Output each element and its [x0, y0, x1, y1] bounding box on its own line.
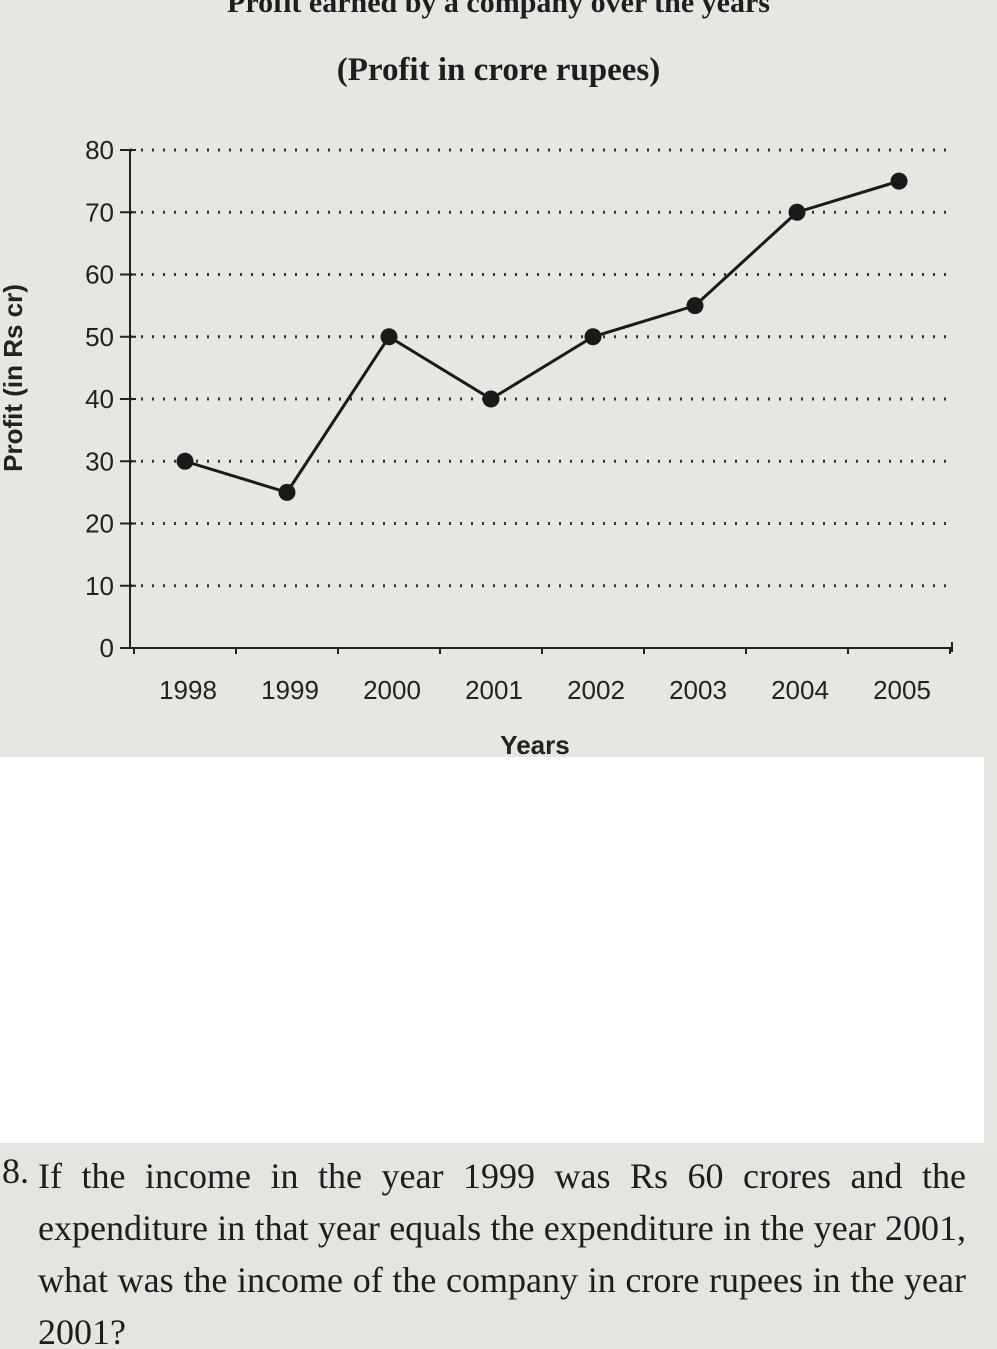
chart-title: Profit earned by a company over the year… [227, 0, 770, 19]
x-tick-label-2000: 2000 [363, 675, 421, 705]
x-tick-label-1998: 1998 [159, 675, 217, 705]
data-point-2003 [686, 297, 704, 315]
data-point-2002 [584, 328, 602, 346]
y-tick-label-70: 70 [85, 197, 114, 227]
data-point-2005 [890, 172, 908, 190]
x-tick-label-2002: 2002 [567, 675, 625, 705]
y-tick-label-40: 40 [85, 384, 114, 414]
question-number: 8. [2, 1151, 29, 1191]
x-tick-labels: 1998 1999 2000 2001 2002 2003 2004 2005 [159, 675, 931, 705]
data-point-1999 [278, 483, 296, 501]
data-point-2001 [482, 390, 500, 408]
profit-series [176, 172, 908, 501]
y-tick-labels: 0 10 20 30 40 50 60 70 80 [85, 135, 114, 663]
profit-line-chart: 0 10 20 30 40 50 60 70 80 1998 1999 2000 2001 2002 20… [0, 135, 953, 760]
profit-line [184, 179, 900, 494]
x-tick-label-2003: 2003 [669, 675, 727, 705]
y-tick-label-80: 80 [85, 135, 114, 165]
y-tick-label-30: 30 [85, 446, 114, 476]
x-axis-title: Years [500, 730, 569, 760]
data-point-2004 [788, 203, 806, 221]
data-point-2000 [380, 328, 398, 346]
y-axis-title: Profit (in Rs cr) [0, 284, 28, 472]
y-tick-label-10: 10 [85, 571, 114, 601]
data-point-1998 [176, 452, 194, 470]
y-tick-label-50: 50 [85, 322, 114, 352]
chart-subtitle: (Profit in crore rupees) [336, 52, 661, 88]
question-block: 8. If the income in the year 1999 was Rs… [0, 1146, 997, 1349]
blank-panel [0, 757, 984, 1143]
x-tick-label-2004: 2004 [771, 675, 829, 705]
question-text: If the income in the year 1999 was Rs 60… [38, 1156, 966, 1349]
x-tick-label-2001: 2001 [465, 675, 523, 705]
y-tick-label-20: 20 [85, 509, 114, 539]
axes [120, 149, 953, 654]
x-tick-label-1999: 1999 [261, 675, 319, 705]
y-tick-label-60: 60 [85, 260, 114, 290]
y-tick-label-0: 0 [100, 633, 114, 663]
x-tick-label-2005: 2005 [873, 675, 931, 705]
